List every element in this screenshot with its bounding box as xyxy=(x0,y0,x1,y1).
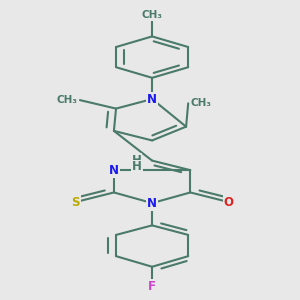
Text: S: S xyxy=(71,196,80,208)
Text: CH₃: CH₃ xyxy=(190,98,211,108)
Text: F: F xyxy=(148,280,156,293)
Text: CH₃: CH₃ xyxy=(142,10,163,20)
Text: N: N xyxy=(109,164,119,177)
Text: O: O xyxy=(224,196,234,208)
Text: H: H xyxy=(132,160,142,173)
Text: CH₃: CH₃ xyxy=(57,95,78,105)
Text: N: N xyxy=(147,92,157,106)
Text: N: N xyxy=(147,196,157,210)
Text: H: H xyxy=(132,154,142,167)
